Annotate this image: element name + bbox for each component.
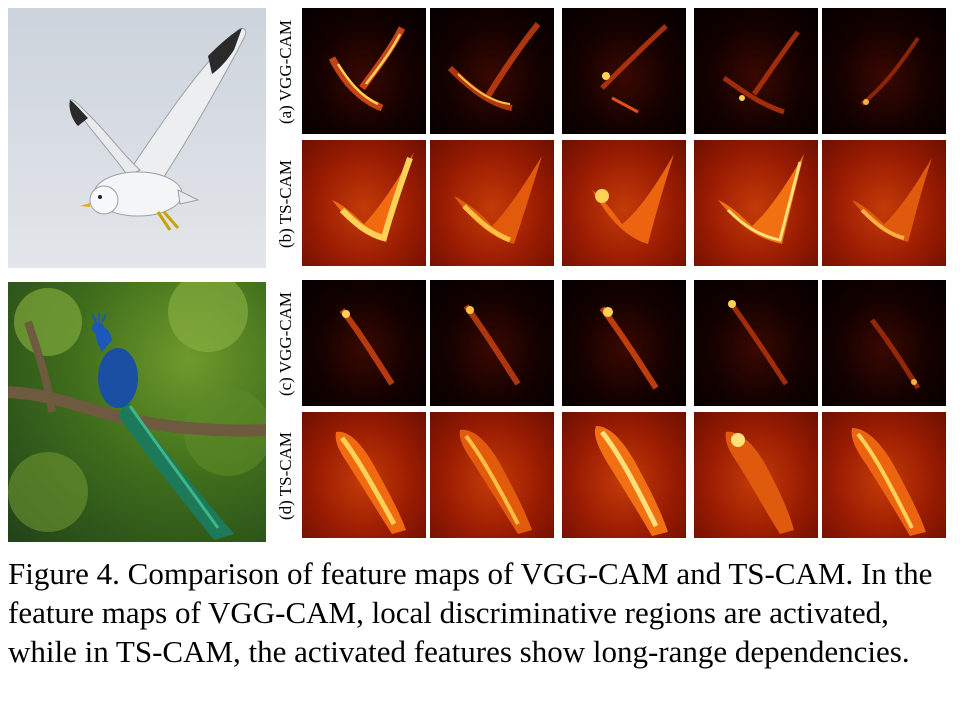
feature-map-b-1 <box>302 140 426 266</box>
seagull-photo <box>8 8 266 268</box>
feature-map-b-5 <box>822 140 946 266</box>
feature-map-b-3 <box>562 140 686 266</box>
feature-map-d-1 <box>302 412 426 538</box>
feature-map-c-2 <box>430 280 554 406</box>
feature-map-d-2 <box>430 412 554 538</box>
feature-map-c-1 <box>302 280 426 406</box>
row-label-b: (b) TS-CAM <box>276 160 295 248</box>
figure-4: (a) VGG-CAM (b) TS-CAM (c) VGG-CAM (d) T… <box>8 8 946 542</box>
feature-map-a-4 <box>694 8 818 134</box>
figure-caption: Figure 4. Comparison of feature maps of … <box>8 554 956 671</box>
row-label-d: (d) TS-CAM <box>276 432 295 520</box>
feature-map-b-2 <box>430 140 554 266</box>
feature-map-d-3 <box>562 412 686 538</box>
peacock-photo <box>8 282 266 542</box>
feature-map-c-4 <box>694 280 818 406</box>
seagull-silhouette <box>69 27 247 231</box>
caption-text: Figure 4. Comparison of feature maps of … <box>8 556 933 669</box>
feature-map-a-5 <box>822 8 946 134</box>
peacock-silhouette <box>8 282 266 540</box>
feature-map-d-4 <box>694 412 818 538</box>
feature-map-c-3 <box>562 280 686 406</box>
row-label-c: (c) VGG-CAM <box>276 291 296 397</box>
row-label-a: (a) VGG-CAM <box>276 19 296 125</box>
feature-map-a-1 <box>302 8 426 134</box>
feature-map-a-3 <box>562 8 686 134</box>
feature-map-b-4 <box>694 140 818 266</box>
feature-map-c-5 <box>822 280 946 406</box>
feature-map-d-5 <box>822 412 946 538</box>
feature-map-a-2 <box>430 8 554 134</box>
